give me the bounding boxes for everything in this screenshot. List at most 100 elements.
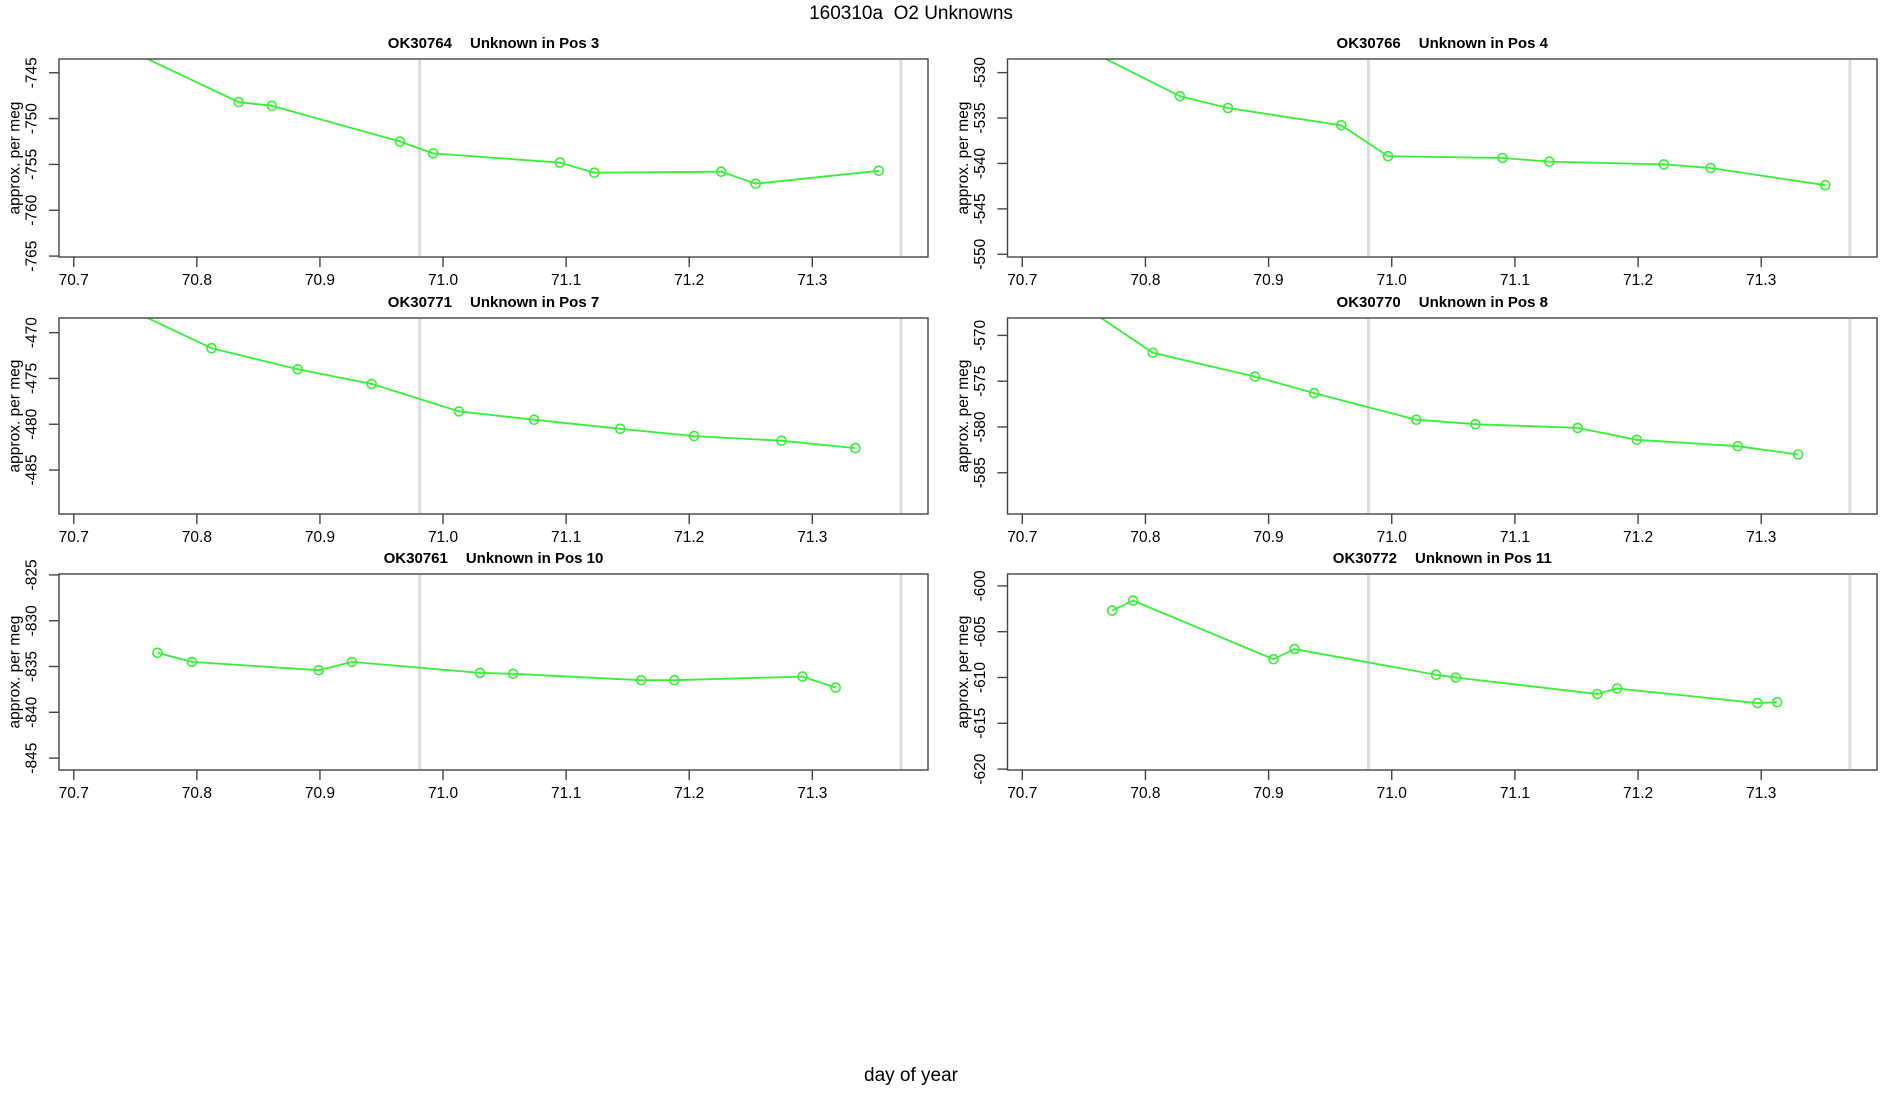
panel-title-position: Unknown in Pos 7	[470, 294, 599, 311]
data-point	[1752, 697, 1763, 709]
x-tick-label: 71.3	[1746, 272, 1776, 289]
x-tick-label: 71.0	[428, 272, 459, 289]
data-point	[1055, 285, 1064, 294]
y-tick-label: -755	[23, 149, 40, 180]
x-tick-label: 71.2	[674, 529, 704, 546]
panel-title-position: Unknown in Pos 8	[1419, 294, 1548, 311]
y-tick-label: -745	[23, 57, 40, 88]
data-point	[106, 37, 115, 46]
data-point	[1382, 150, 1394, 162]
panel-title: OK30771 Unknown in Pos 7	[388, 294, 599, 311]
panel-title-sample-id: OK30771	[388, 294, 452, 311]
data-point	[106, 296, 115, 305]
x-tick-label: 71.0	[1377, 272, 1408, 289]
panel-title-sample-id: OK30761	[384, 550, 448, 567]
data-point	[233, 96, 244, 108]
x-tick-label: 70.9	[305, 272, 335, 289]
panel-title: OK30761 Unknown in Pos 10	[384, 550, 604, 567]
y-axis-title: approx. per meg	[955, 616, 972, 729]
panel-title-position: Unknown in Pos 3	[470, 35, 599, 52]
data-point	[292, 363, 304, 375]
x-tick-label: 71.3	[797, 785, 827, 802]
y-axis-title: approx. per meg	[955, 360, 972, 473]
y-axis-title: approx. per meg	[6, 360, 23, 473]
x-axis-label: day of year	[864, 1065, 958, 1086]
data-point	[427, 148, 439, 159]
y-tick-label: -835	[23, 651, 40, 682]
x-tick-label: 70.7	[1007, 529, 1037, 546]
panel-title-sample-id: OK30764	[388, 35, 453, 52]
panel-title: OK30770 Unknown in Pos 8	[1337, 294, 1548, 311]
data-line	[145, 318, 856, 449]
subplot-OK30771: 70.7 70.8 70.9 71.0 71.1 71.2 71.3 -485 -480 -475…	[6, 294, 929, 546]
y-tick-label: -580	[972, 411, 989, 442]
data-point	[1497, 152, 1508, 164]
series-group	[1055, 285, 1804, 460]
data-line	[1111, 599, 1778, 705]
x-tick-label: 70.8	[1130, 529, 1160, 546]
data-point	[1430, 669, 1442, 681]
y-tick-label: -600	[972, 570, 989, 601]
x-tick-label: 71.1	[551, 272, 581, 289]
x-tick-label: 71.0	[428, 529, 459, 546]
x-tick-label: 70.7	[59, 272, 89, 289]
data-point	[206, 342, 217, 354]
panel-title-position: Unknown in Pos 11	[1415, 550, 1552, 567]
plot-box	[1006, 58, 1878, 258]
data-point	[394, 136, 406, 147]
y-tick-label: -535	[972, 103, 989, 134]
y-tick-label: -750	[23, 103, 40, 134]
data-point	[1611, 683, 1623, 694]
y-tick-label: -620	[972, 753, 989, 784]
data-point	[1631, 434, 1643, 446]
data-point	[830, 682, 842, 693]
subplot-OK30764: 70.7 70.8 70.9 71.0 71.1 71.2 71.3 -765 -760 -755…	[6, 35, 929, 289]
x-tick-label: 70.7	[1007, 785, 1037, 802]
data-point	[266, 100, 278, 112]
x-tick-label: 70.9	[305, 529, 335, 546]
y-tick-label: -540	[972, 148, 989, 179]
data-point	[528, 414, 540, 426]
data-point	[366, 378, 377, 390]
subplot-OK30770: 70.7 70.8 70.9 71.0 71.1 71.2 71.3 -585 -580 -575…	[955, 285, 1878, 546]
data-point	[507, 668, 519, 680]
y-tick-label: -575	[972, 366, 989, 397]
x-tick-label: 71.1	[1500, 785, 1530, 802]
x-tick-label: 71.1	[551, 785, 581, 802]
data-point	[635, 674, 647, 686]
data-point	[1470, 418, 1481, 430]
data-point	[1289, 643, 1300, 655]
x-tick-label: 70.8	[182, 529, 212, 546]
x-tick-label: 70.9	[1254, 785, 1284, 802]
series-group	[152, 647, 842, 693]
panel-title-sample-id: OK30772	[1333, 550, 1397, 567]
x-tick-label: 70.7	[59, 785, 89, 802]
y-tick-label: -480	[23, 408, 40, 439]
y-tick-label: -530	[972, 57, 989, 88]
panel-title-sample-id: OK30766	[1337, 35, 1401, 52]
data-point	[797, 671, 808, 682]
data-point	[1820, 179, 1831, 191]
x-tick-label: 70.8	[182, 272, 212, 289]
x-tick-label: 70.7	[1007, 272, 1037, 289]
data-point	[1732, 440, 1744, 452]
y-tick-label: -485	[23, 455, 40, 486]
y-axis-title: approx. per meg	[6, 616, 23, 729]
x-tick-label: 71.2	[674, 785, 704, 802]
data-line	[1099, 318, 1799, 456]
y-tick-label: -615	[972, 708, 989, 739]
data-point	[453, 406, 465, 417]
y-tick-label: -760	[23, 194, 40, 225]
data-point	[1127, 595, 1139, 606]
plot-box	[58, 58, 929, 258]
y-axis-title: approx. per meg	[6, 102, 23, 215]
data-line	[145, 59, 879, 185]
x-tick-label: 70.7	[59, 529, 89, 546]
y-tick-label: -825	[23, 559, 40, 590]
y-tick-label: -765	[23, 241, 40, 272]
subplot-OK30772: 70.7 70.8 70.9 71.0 71.1 71.2 71.3 -620 -615 -610…	[955, 550, 1878, 802]
data-point	[688, 430, 700, 442]
x-tick-label: 71.1	[1500, 272, 1530, 289]
